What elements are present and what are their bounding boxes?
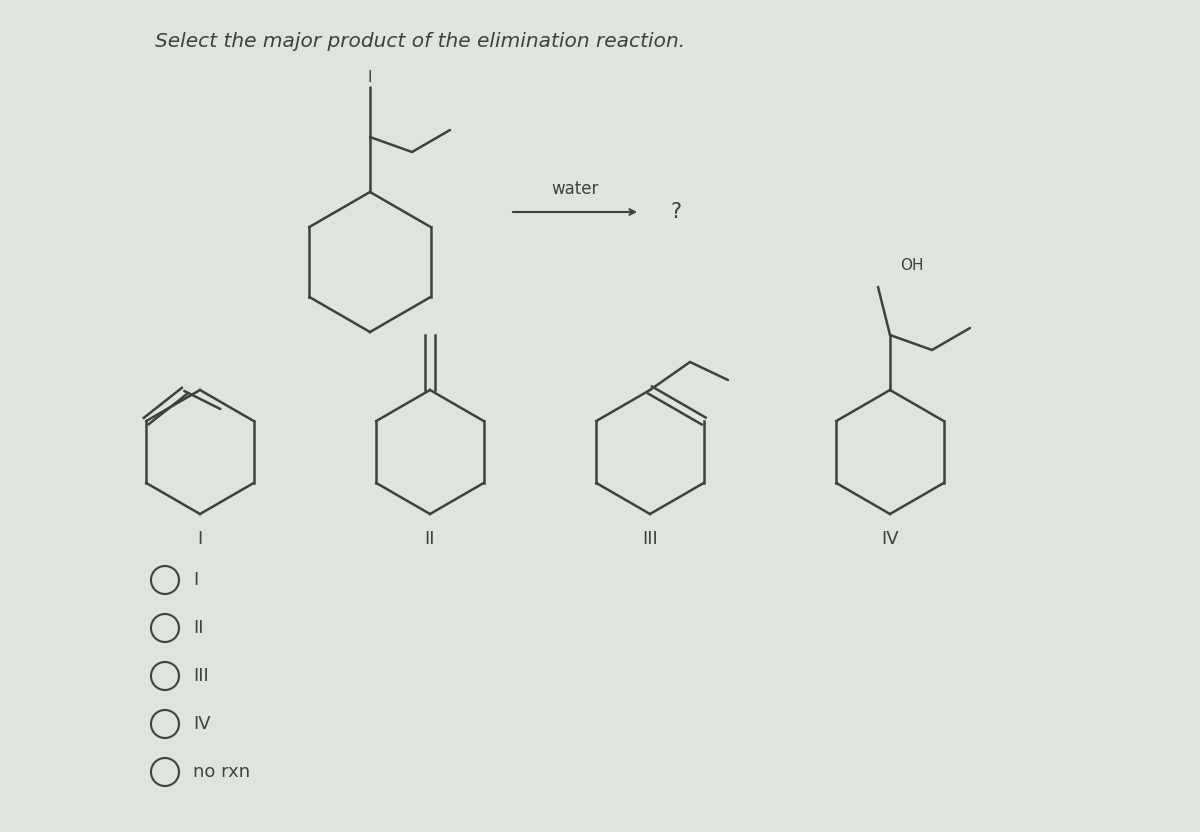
Text: I: I: [367, 70, 372, 85]
Text: IV: IV: [193, 715, 211, 733]
Text: ?: ?: [670, 202, 682, 222]
Text: III: III: [642, 530, 658, 548]
Text: I: I: [193, 571, 198, 589]
Text: OH: OH: [900, 258, 924, 273]
Text: Select the major product of the elimination reaction.: Select the major product of the eliminat…: [155, 32, 685, 51]
Text: no rxn: no rxn: [193, 763, 250, 781]
Text: II: II: [425, 530, 436, 548]
Text: I: I: [197, 530, 203, 548]
Text: II: II: [193, 619, 204, 637]
Text: III: III: [193, 667, 209, 685]
Text: IV: IV: [881, 530, 899, 548]
Text: water: water: [551, 180, 599, 198]
